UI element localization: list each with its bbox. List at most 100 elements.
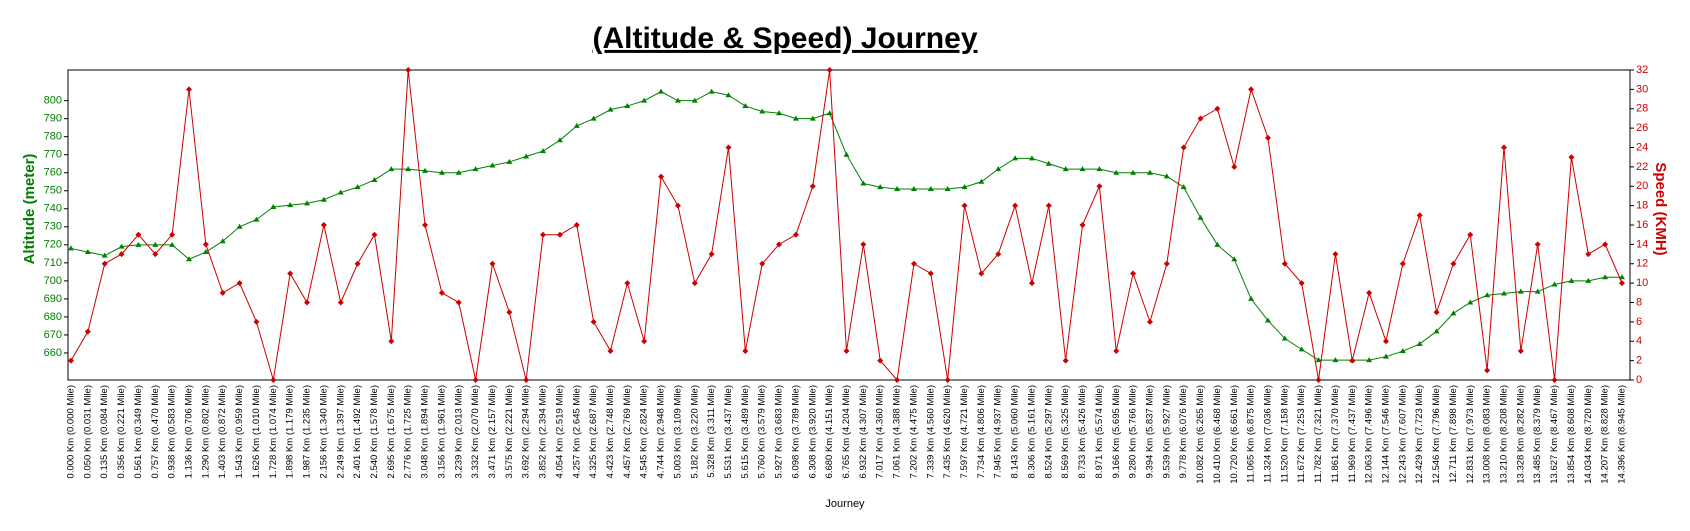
point-marker [927, 185, 934, 191]
point-marker [843, 151, 850, 157]
point-marker [422, 167, 429, 173]
point-marker [725, 144, 732, 151]
x-tick-label: 2.776 Km (1.725 Mile) [403, 385, 414, 478]
point-marker [1298, 280, 1305, 287]
point-marker [1366, 357, 1373, 363]
y2-tick-label: 18 [1636, 200, 1648, 212]
x-tick-label: 10.082 Km (6.265 Mile) [1195, 385, 1206, 484]
x-tick-label: 6.765 Km (4.204 Mile) [841, 385, 852, 478]
x-tick-label: 8.569 Km (5.325 Mile) [1060, 385, 1071, 478]
point-marker [506, 309, 513, 316]
x-tick-label: 5.531 Km (3.437 Mile) [723, 385, 734, 478]
point-marker [708, 251, 715, 258]
point-marker [1163, 173, 1170, 179]
x-tick-label: 11.065 Km (6.875 Mile) [1246, 385, 1257, 483]
point-marker [489, 260, 496, 267]
x-tick-label: 7.945 Km (4.937 Mile) [993, 385, 1004, 478]
point-marker [1332, 251, 1339, 258]
point-marker [438, 169, 445, 175]
point-marker [1467, 231, 1474, 238]
x-tick-label: 12.063 Km (7.496 Mile) [1364, 385, 1375, 484]
x-tick-label: 8.306 Km (5.161 Mile) [1026, 385, 1037, 478]
point-marker [1568, 277, 1575, 283]
point-marker [1264, 134, 1271, 141]
y-tick-label: 800 [44, 95, 62, 107]
y-tick-label: 790 [44, 113, 62, 125]
series-line [70, 69, 1623, 382]
point-marker [1214, 241, 1221, 247]
point-marker [776, 110, 783, 116]
x-tick-label: 2.156 Km (1.340 Mile) [318, 385, 329, 478]
point-marker [995, 251, 1002, 258]
point-marker [304, 200, 311, 206]
point-marker [1028, 155, 1035, 161]
point-marker [270, 377, 277, 383]
point-marker [759, 108, 766, 114]
x-tick-label: 7.339 Km (4.560 Mile) [925, 385, 936, 478]
point-marker [995, 166, 1002, 172]
point-marker [691, 280, 698, 287]
point-marker [1197, 214, 1204, 220]
x-tick-label: 12.429 Km (7.723 Mile) [1414, 385, 1425, 484]
x-tick-label: 13.008 Km (8.083 Mile) [1482, 385, 1493, 484]
x-tick-label: 6.098 Km (3.789 Mile) [790, 385, 801, 478]
x-tick-label: 4.054 Km (2.519 Mile) [554, 385, 565, 478]
point-marker [1602, 241, 1609, 248]
point-marker [742, 347, 749, 354]
x-tick-label: 6.308 Km (3.920 Mile) [807, 385, 818, 478]
point-marker [1534, 288, 1541, 294]
y-axis-label: Altitude (meter) [21, 154, 38, 265]
point-marker [1366, 289, 1373, 296]
point-marker [624, 280, 631, 287]
x-tick-label: 3.692 Km (2.294 Mile) [521, 385, 532, 478]
y-tick-label: 760 [44, 167, 62, 179]
x-tick-label: 11.672 Km (7.253 Mile) [1296, 385, 1307, 483]
point-marker [1281, 260, 1288, 267]
point-marker [236, 280, 243, 287]
y2-tick-label: 8 [1636, 296, 1642, 308]
x-tick-label: 8.524 Km (5.297 Mile) [1043, 385, 1054, 478]
x-tick-label: 2.249 Km (1.397 Mile) [335, 385, 346, 478]
y2-tick-label: 26 [1636, 122, 1648, 134]
point-marker [927, 270, 934, 277]
point-marker [590, 318, 597, 325]
point-marker [270, 203, 277, 209]
point-marker [304, 299, 311, 306]
point-marker [84, 249, 91, 255]
x-tick-label: 7.435 Km (4.620 Mile) [942, 385, 953, 478]
x-tick-label: 6.680 Km (4.151 Mile) [824, 385, 835, 478]
x-tick-label: 0.135 Km (0.084 Mile) [99, 385, 110, 478]
point-marker [556, 137, 563, 143]
point-marker [792, 115, 799, 121]
point-marker [1315, 357, 1322, 363]
point-marker [1113, 169, 1120, 175]
point-marker [135, 231, 142, 238]
x-tick-label: 1.290 Km (0.802 Mile) [200, 385, 211, 478]
point-marker [1332, 357, 1339, 363]
point-marker [641, 338, 648, 345]
x-tick-label: 12.711 Km (7.898 Mile) [1448, 385, 1459, 483]
x-tick-label: 3.471 Km (2.157 Mile) [487, 385, 498, 478]
point-marker [1045, 160, 1052, 166]
x-tick-label: 14.207 Km (8.828 Mile) [1600, 385, 1611, 484]
x-tick-label: 9.778 Km (6.076 Mile) [1178, 385, 1189, 478]
point-marker [1602, 274, 1609, 280]
point-marker [776, 241, 783, 248]
x-tick-label: 1.543 Km (0.959 Mile) [234, 385, 245, 478]
point-marker [1382, 353, 1389, 359]
point-marker [658, 88, 665, 94]
point-marker [540, 231, 547, 238]
point-marker [253, 318, 260, 325]
y-tick-label: 660 [44, 347, 62, 359]
point-marker [169, 231, 176, 238]
x-tick-label: 14.396 Km (8.945 Mile) [1617, 385, 1628, 484]
point-marker [826, 67, 833, 73]
x-tick-label: 7.017 Km (4.360 Mile) [875, 385, 886, 478]
x-tick-label: 5.003 Km (3.109 Mile) [672, 385, 683, 478]
point-marker [1619, 274, 1625, 280]
x-tick-label: 14.034 Km (8.720 Mile) [1583, 385, 1594, 484]
x-tick-label: 3.048 Km (1.894 Mile) [420, 385, 431, 478]
point-marker [523, 377, 530, 383]
point-marker [287, 270, 294, 277]
